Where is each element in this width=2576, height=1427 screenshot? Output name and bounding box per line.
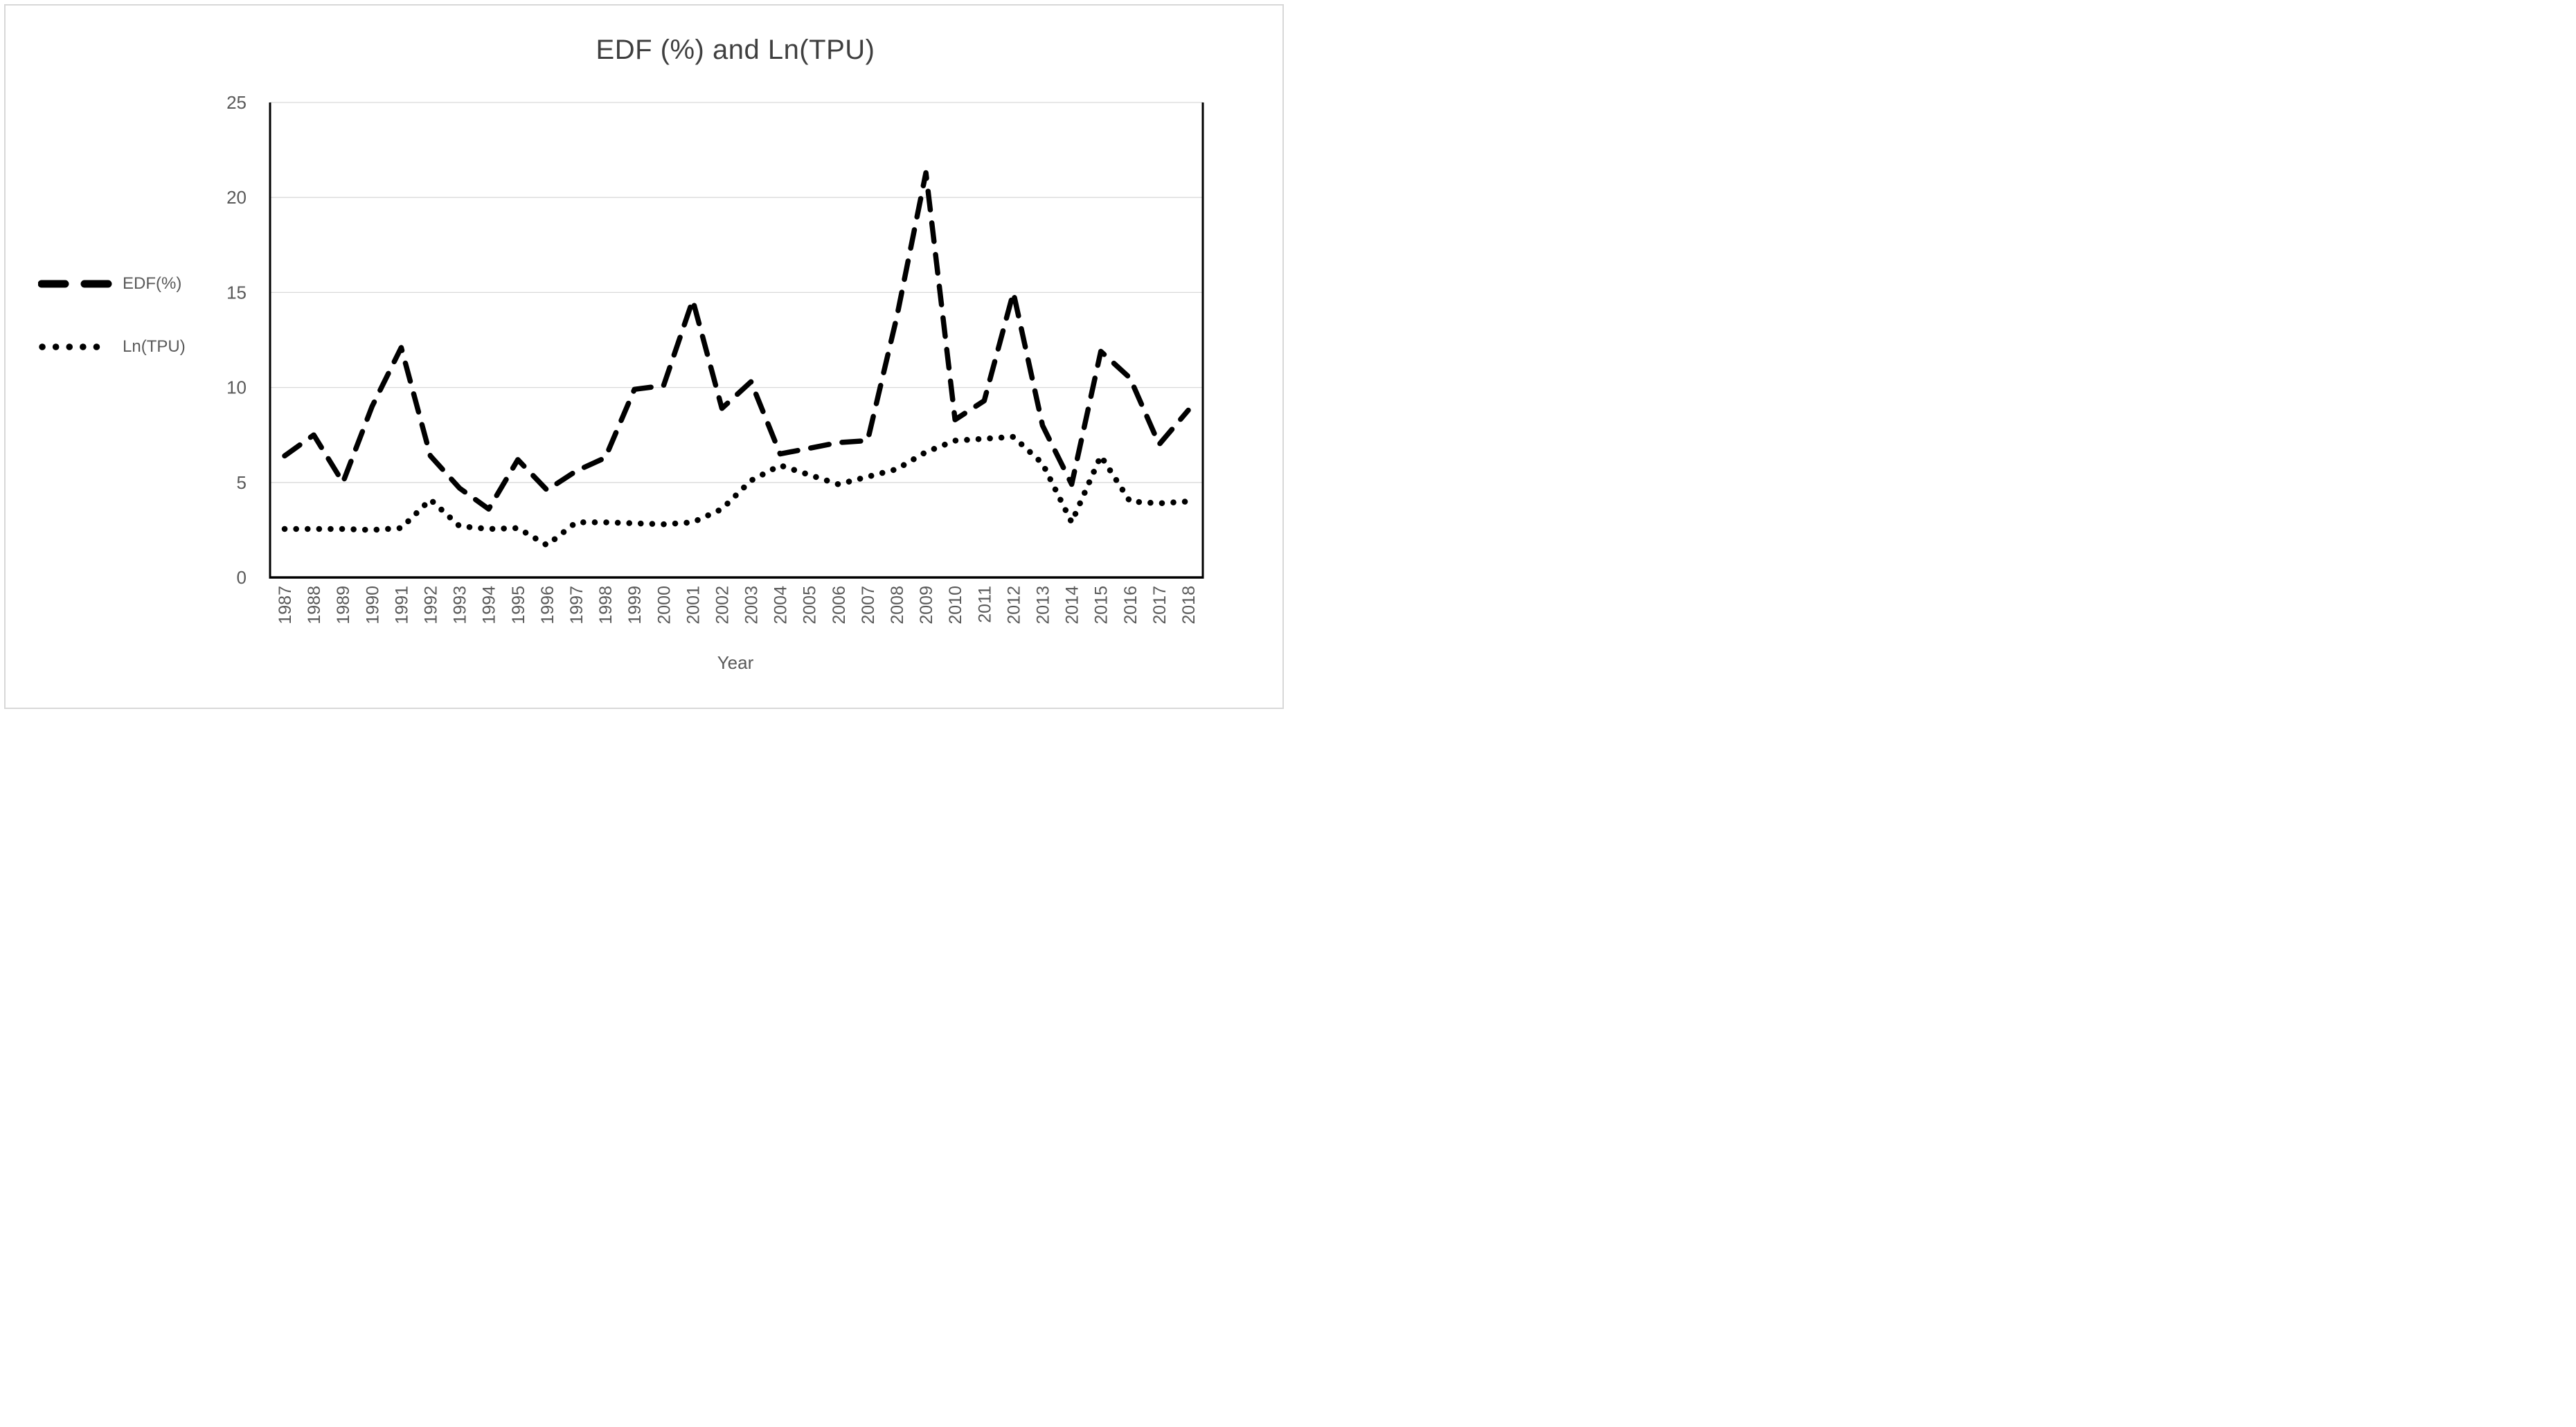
- edf-line: [282, 170, 1191, 512]
- legend-item-edf: EDF(%): [38, 270, 181, 298]
- ln-tpu-line: [281, 433, 1192, 548]
- dotted-line-swatch: [39, 343, 113, 350]
- x-axis-title: Year: [717, 652, 754, 673]
- figure-border: [4, 4, 1284, 709]
- x-tick-label-1995: 1995: [509, 586, 528, 625]
- x-tick-label-1992: 1992: [422, 586, 441, 625]
- x-tick-label-2013: 2013: [1033, 586, 1053, 625]
- chart-figure: EDF (%) and Ln(TPU) 0 5 10 15 20 25 1987 1988 19…: [0, 0, 1288, 713]
- x-tick-label-2000: 2000: [654, 586, 674, 625]
- x-tick-label-2017: 2017: [1150, 586, 1170, 625]
- x-tick-label-1996: 1996: [538, 586, 557, 625]
- x-tick-label-2007: 2007: [859, 586, 878, 625]
- x-tick-label-2001: 2001: [683, 586, 703, 625]
- legend-label-ln-tpu: Ln(TPU): [123, 337, 186, 356]
- dashed-line-swatch: [38, 280, 113, 288]
- x-tick-label-2009: 2009: [917, 586, 936, 625]
- y-tick-label-25: 25: [226, 92, 247, 113]
- x-tick-label-2011: 2011: [975, 586, 994, 623]
- x-tick-label-1999: 1999: [625, 586, 645, 625]
- x-tick-label-1990: 1990: [363, 586, 382, 625]
- chart-title: EDF (%) and Ln(TPU): [596, 35, 875, 65]
- x-tick-label-2002: 2002: [713, 586, 732, 625]
- x-tick-label-2018: 2018: [1179, 586, 1199, 625]
- y-tick-label-15: 15: [226, 282, 247, 303]
- x-tick-label-2015: 2015: [1092, 586, 1111, 625]
- legend-item-ln-tpu: Ln(TPU): [38, 333, 186, 361]
- x-tick-label-2003: 2003: [742, 586, 762, 625]
- x-tick-label-1993: 1993: [451, 586, 470, 625]
- x-tick-label-1989: 1989: [334, 586, 353, 625]
- y-tick-label-0: 0: [237, 567, 247, 588]
- x-tick-label-2010: 2010: [946, 586, 965, 625]
- x-tick-label-2012: 2012: [1004, 586, 1023, 625]
- x-tick-label-1997: 1997: [567, 586, 587, 625]
- legend-label-edf: EDF(%): [123, 274, 182, 293]
- x-tick-label-1987: 1987: [276, 586, 295, 625]
- x-tick-label-1991: 1991: [392, 586, 411, 625]
- y-tick-label-20: 20: [226, 187, 247, 208]
- x-tick-label-2006: 2006: [830, 586, 849, 625]
- y-tick-label-5: 5: [237, 472, 247, 493]
- x-tick-label-1988: 1988: [305, 586, 324, 625]
- x-tick-label-1994: 1994: [480, 586, 499, 625]
- x-tick-label-1998: 1998: [596, 586, 616, 625]
- x-tick-label-2016: 2016: [1121, 586, 1141, 625]
- x-tick-label-2004: 2004: [771, 586, 791, 625]
- x-tick-label-2014: 2014: [1063, 586, 1082, 625]
- plot-area: 0 5 10 15 20 25 1987 1988 1989 1990 1991 1992 1993 19…: [226, 92, 1204, 625]
- x-tick-label-2008: 2008: [888, 586, 907, 625]
- y-tick-label-10: 10: [226, 377, 247, 398]
- x-tick-label-2005: 2005: [800, 586, 820, 625]
